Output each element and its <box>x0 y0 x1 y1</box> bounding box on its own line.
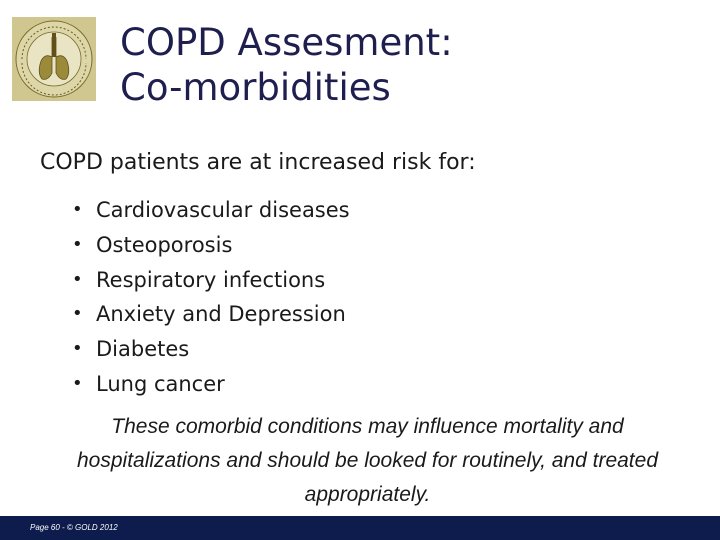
list-item: • Cardiovascular diseases <box>72 193 350 228</box>
list-item-label: Lung cancer <box>96 371 225 396</box>
slide-title: COPD Assesment: Co-morbidities <box>120 20 680 110</box>
intro-text: COPD patients are at increased risk for: <box>40 150 476 175</box>
comorbidity-list: • Cardiovascular diseases • Osteoporosis •… <box>72 193 350 402</box>
page-number: Page 60 - © GOLD 2012 <box>30 523 118 532</box>
bullet-icon: • <box>72 372 83 394</box>
list-item-label: Diabetes <box>96 337 190 362</box>
title-line-2: Co-morbidities <box>120 66 391 109</box>
bullet-icon: • <box>72 268 83 290</box>
bullet-icon: • <box>72 199 83 220</box>
list-item: • Lung cancer <box>72 367 350 402</box>
list-item-label: Respiratory infections <box>96 267 326 292</box>
list-item: • Diabetes <box>72 332 350 367</box>
summary-note: These comorbid conditions may influence … <box>77 415 658 506</box>
bullet-icon: • <box>72 338 83 360</box>
list-item: • Respiratory infections <box>72 263 350 298</box>
list-item-label: Cardiovascular diseases <box>96 198 350 222</box>
footer-bar: Page 60 - © GOLD 2012 <box>0 516 720 540</box>
list-item-label: Anxiety and Depression <box>96 302 346 327</box>
bullet-icon: • <box>72 233 83 255</box>
gold-logo <box>12 17 96 101</box>
list-item-label: Osteoporosis <box>96 232 233 257</box>
lungs-logo-icon <box>12 17 96 101</box>
bullet-icon: • <box>72 303 83 325</box>
list-item: • Anxiety and Depression <box>72 297 350 332</box>
list-item: • Osteoporosis <box>72 228 350 263</box>
title-line-1: COPD Assesment: <box>120 21 453 64</box>
